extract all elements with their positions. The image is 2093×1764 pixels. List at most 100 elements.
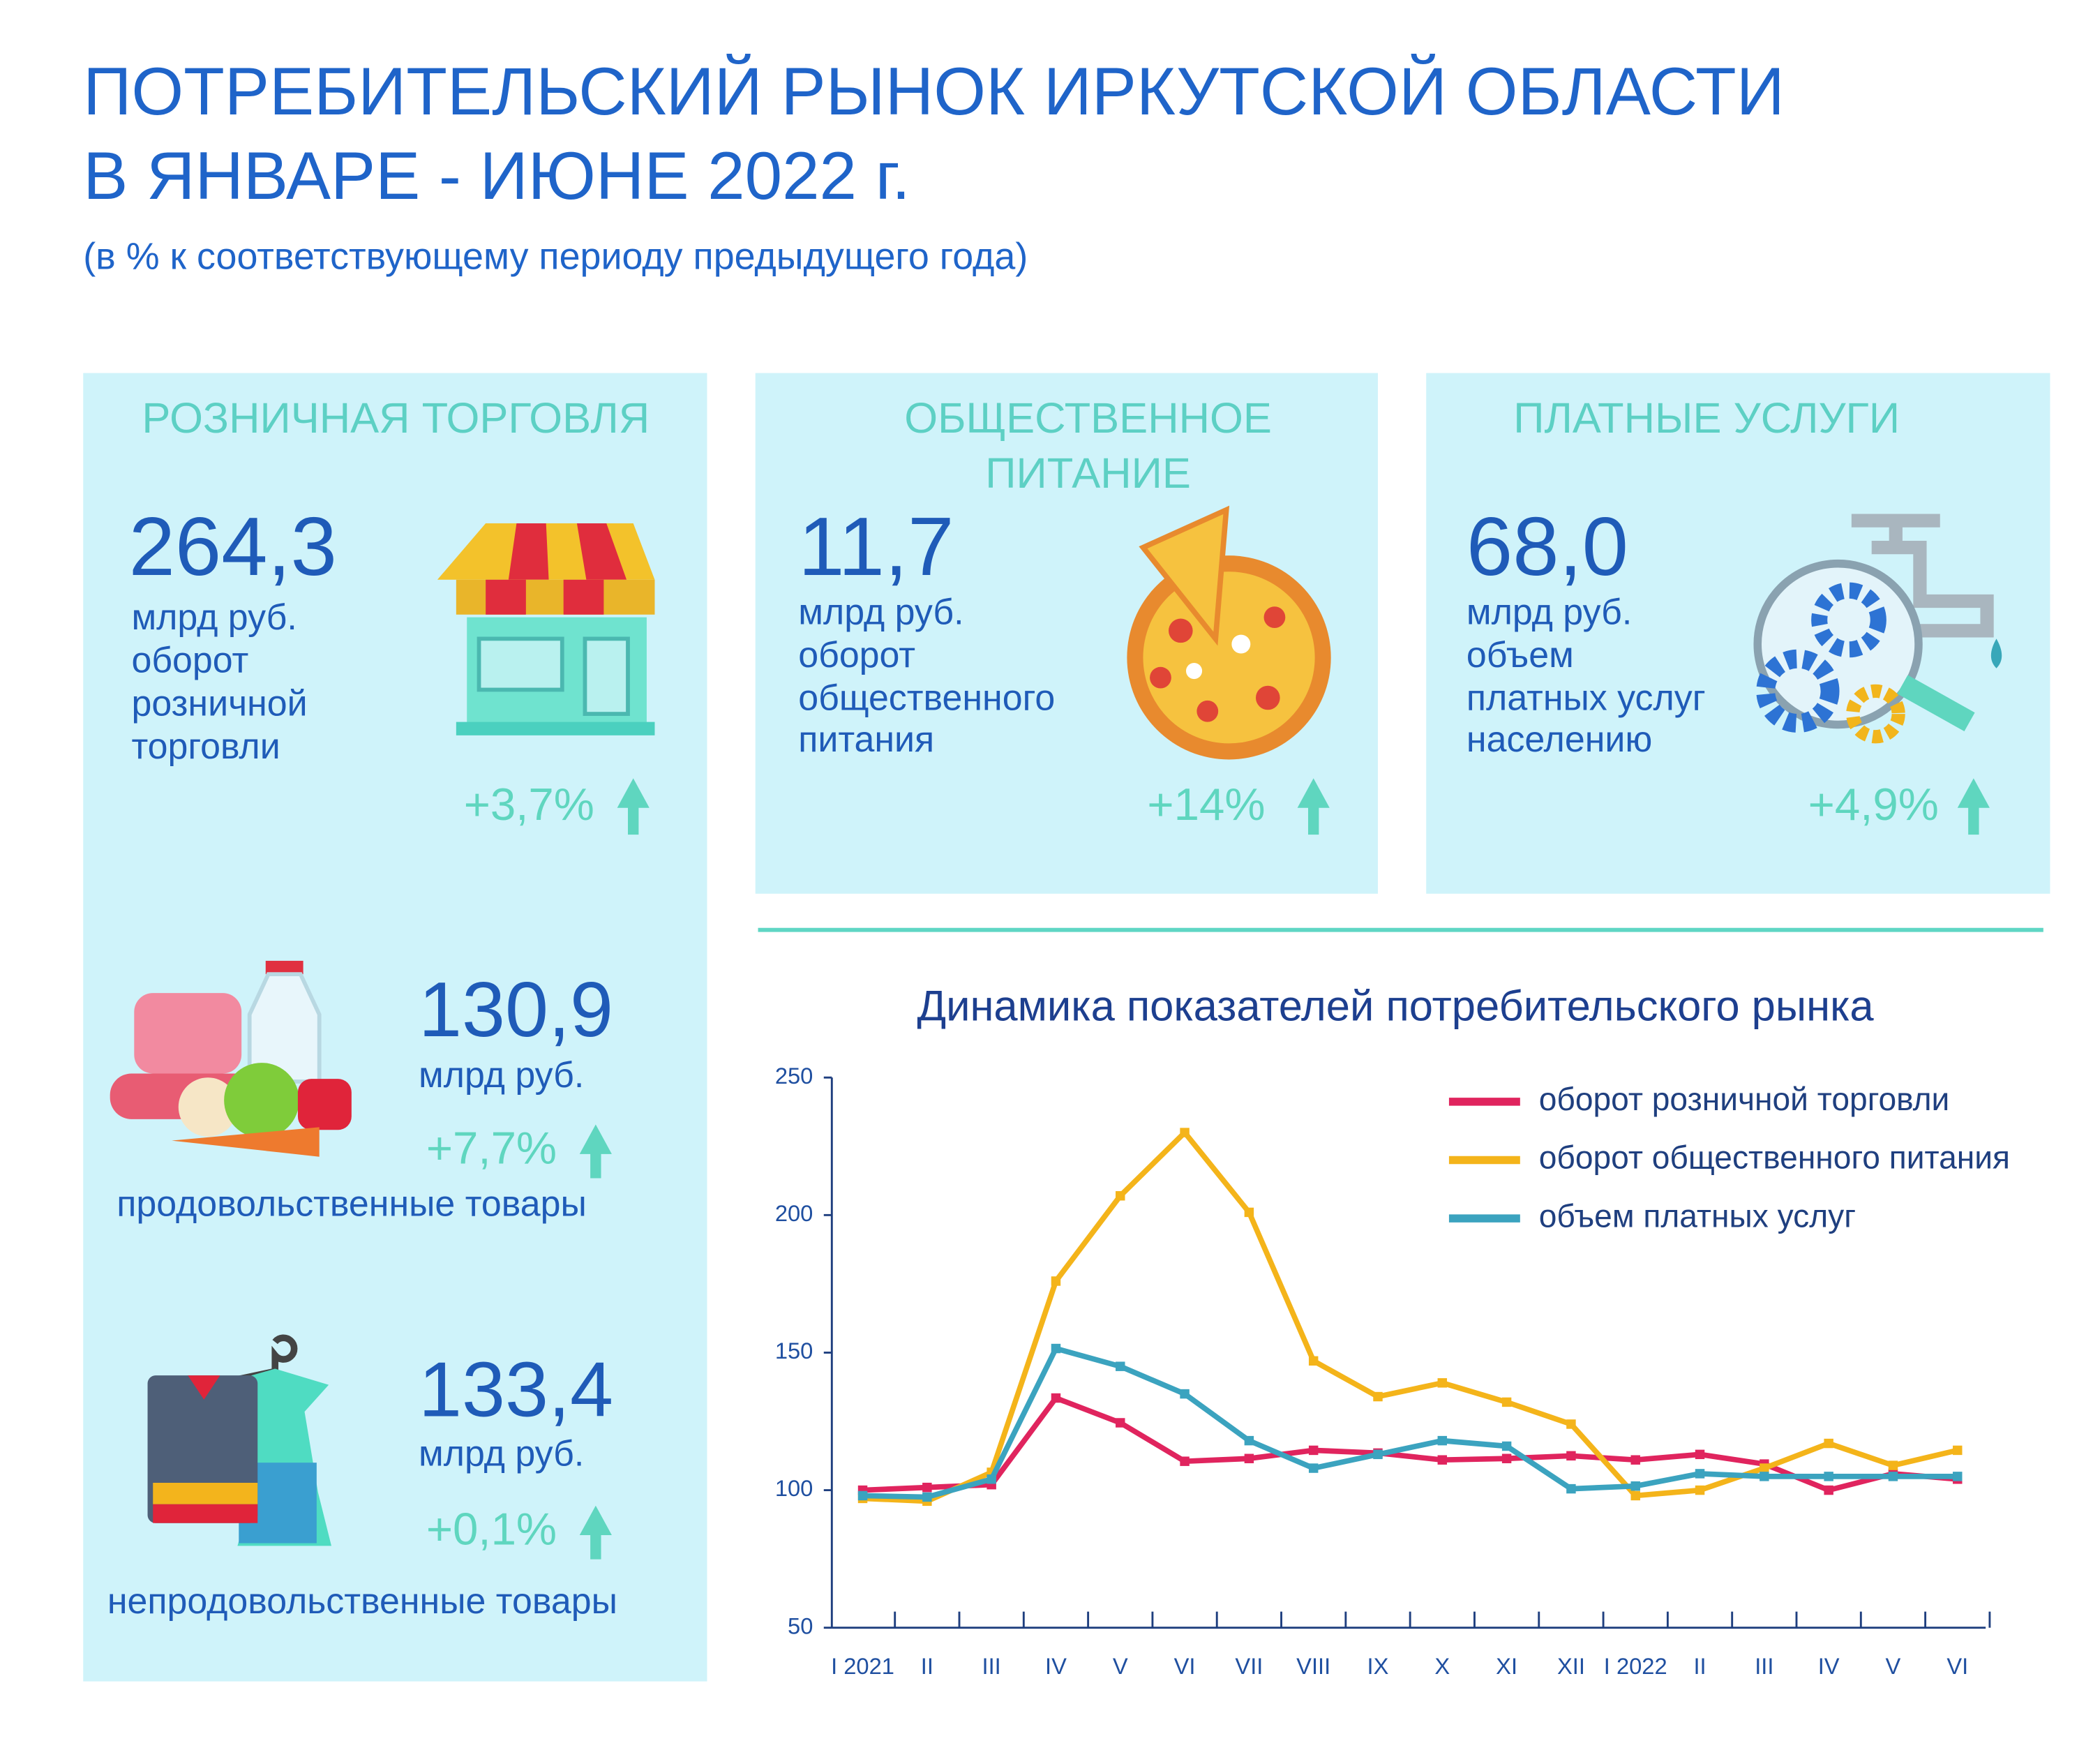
card-text: платных услуг (1466, 678, 1706, 719)
x-tick-label: I 2022 (1604, 1653, 1667, 1679)
point (922, 1492, 932, 1502)
point (1888, 1472, 1898, 1481)
card-value: 264,3 (129, 500, 337, 593)
x-tick-label: IV (1045, 1653, 1067, 1679)
legend-label: объем платных услуг (1539, 1197, 1856, 1234)
x-tick-label: III (1755, 1653, 1773, 1679)
point (1180, 1456, 1190, 1466)
card-title: ОБЩЕСТВЕННОЕ (904, 394, 1272, 442)
series-line (862, 1395, 1958, 1493)
point (1695, 1449, 1705, 1460)
point (1244, 1453, 1254, 1463)
x-tick-label: III (982, 1653, 1001, 1679)
up-arrows (579, 778, 1990, 1560)
point (987, 1474, 996, 1484)
series-line (862, 1130, 1958, 1504)
x-tick-label: VIII (1296, 1653, 1330, 1679)
point (1373, 1391, 1383, 1402)
x-tick-label: II (1693, 1653, 1706, 1679)
point (1051, 1343, 1061, 1354)
point (1566, 1483, 1576, 1494)
part-value: 130,9 (419, 966, 613, 1053)
card-text: млрд руб. (798, 592, 963, 632)
clothes-icon (147, 1334, 332, 1546)
x-tick-label: I 2021 (831, 1653, 894, 1679)
legend-label: оборот общественного питания (1539, 1139, 2010, 1176)
x-tick-label: V (1113, 1653, 1128, 1679)
point (1244, 1435, 1254, 1446)
point (1824, 1472, 1833, 1481)
x-tick-label: XII (1557, 1653, 1585, 1679)
card-text: общественного (798, 678, 1055, 719)
pizza-icon (1127, 505, 1331, 760)
part-change: +0,1% (426, 1503, 557, 1554)
part-unit: млрд руб. (419, 1433, 584, 1474)
x-tick-label: IV (1818, 1653, 1840, 1679)
point (1308, 1445, 1319, 1456)
services-icon (1753, 514, 2002, 744)
point (1630, 1481, 1640, 1491)
point (1953, 1445, 1963, 1456)
x-tick-label: VI (1946, 1653, 1968, 1679)
x-tick-label: XI (1496, 1653, 1517, 1679)
x-tick-label: IX (1367, 1653, 1389, 1679)
card-change: +3,7% (464, 779, 594, 830)
point (1051, 1276, 1061, 1286)
title: В ЯНВАРЕ - ИЮНЕ 2022 г. (83, 139, 910, 214)
card-change: +14% (1147, 779, 1265, 830)
card-text: млрд руб. (1466, 592, 1632, 632)
y-tick-label: 200 (775, 1200, 813, 1226)
point (1501, 1453, 1512, 1463)
chart-title: Динамика показателей потребительского ры… (917, 982, 1874, 1030)
point (1308, 1356, 1319, 1366)
x-tick-label: V (1886, 1653, 1901, 1679)
point (1501, 1397, 1512, 1407)
y-tick-label: 250 (775, 1063, 813, 1089)
card-title: ПЛАТНЫЕ УСЛУГИ (1513, 394, 1900, 442)
point (1180, 1389, 1190, 1399)
card-text: населению (1466, 719, 1652, 760)
point (1760, 1472, 1769, 1481)
store-icon (437, 523, 655, 735)
x-tick-label: X (1434, 1653, 1450, 1679)
food-icon (110, 960, 352, 1157)
point (1116, 1361, 1125, 1371)
point (1501, 1441, 1512, 1451)
point (1437, 1435, 1448, 1446)
point (1180, 1128, 1190, 1137)
point (1437, 1378, 1448, 1388)
point (1437, 1455, 1448, 1465)
legend-label: оборот розничной торговли (1539, 1081, 1950, 1117)
card-text: питания (798, 719, 934, 760)
title: ПОТРЕБИТЕЛЬСКИЙ РЫНОК ИРКУТСКОЙ ОБЛАСТИ (83, 54, 1785, 129)
point (1373, 1449, 1383, 1460)
point (1760, 1463, 1769, 1473)
part-unit: млрд руб. (419, 1055, 584, 1096)
point (1308, 1463, 1319, 1473)
point (1953, 1472, 1963, 1481)
card-text: оборот (131, 641, 248, 681)
y-tick-label: 50 (788, 1613, 813, 1638)
point (857, 1490, 868, 1501)
card-value: 68,0 (1466, 500, 1628, 593)
point (1888, 1460, 1898, 1470)
point (1695, 1485, 1705, 1495)
x-tick-label: VII (1235, 1653, 1263, 1679)
point (1566, 1419, 1576, 1429)
point (922, 1482, 932, 1493)
series-line (862, 1345, 1958, 1500)
card-change: +4,9% (1808, 779, 1939, 830)
card-text: торговли (131, 726, 280, 767)
point (1824, 1485, 1833, 1495)
card-text: объем (1466, 635, 1574, 675)
card-text: млрд руб. (131, 597, 297, 638)
y-tick-label: 150 (775, 1338, 813, 1363)
part-label: непродовольственные товары (107, 1581, 617, 1622)
point (1244, 1207, 1254, 1218)
point (1630, 1490, 1640, 1501)
card-title: РОЗНИЧНАЯ ТОРГОВЛЯ (142, 394, 650, 442)
card-text: розничной (131, 683, 307, 724)
point (1116, 1418, 1125, 1428)
